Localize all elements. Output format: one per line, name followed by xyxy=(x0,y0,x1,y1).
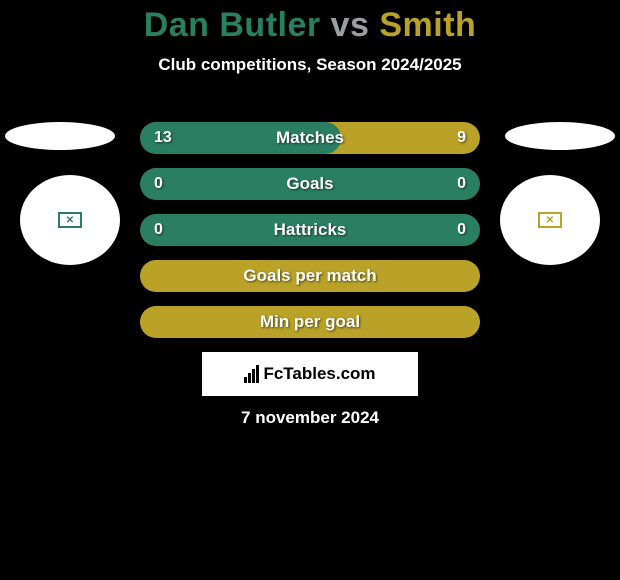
stat-label: Matches xyxy=(140,122,480,154)
snapshot-date: 7 november 2024 xyxy=(0,408,620,428)
avatar-player2: ✕ xyxy=(500,175,600,265)
placeholder-x-icon: ✕ xyxy=(546,215,554,226)
stat-value-left: 0 xyxy=(154,168,163,200)
stat-label: Goals per match xyxy=(140,260,480,292)
avatar-player1: ✕ xyxy=(20,175,120,265)
stat-value-right: 0 xyxy=(457,168,466,200)
subtitle: Club competitions, Season 2024/2025 xyxy=(0,55,620,75)
stat-label: Goals xyxy=(140,168,480,200)
title-vs: vs xyxy=(331,6,370,44)
branding-text: FcTables.com xyxy=(263,364,375,384)
stat-row: Hattricks0 0 xyxy=(140,214,480,246)
avatar-placeholder-icon: ✕ xyxy=(538,212,562,228)
stat-label: Hattricks xyxy=(140,214,480,246)
placeholder-x-icon: ✕ xyxy=(66,215,74,226)
branding-bars-icon xyxy=(244,365,259,383)
avatar-placeholder-icon: ✕ xyxy=(58,212,82,228)
title-player2: Smith xyxy=(379,6,476,44)
flag-player2 xyxy=(505,122,615,150)
stat-row: Goals per match xyxy=(140,260,480,292)
stat-value-left: 13 xyxy=(154,122,172,154)
stat-label: Min per goal xyxy=(140,306,480,338)
stat-value-left: 0 xyxy=(154,214,163,246)
stat-row: Matches13 9 xyxy=(140,122,480,154)
stat-value-right: 9 xyxy=(457,122,466,154)
flag-player1 xyxy=(5,122,115,150)
stat-row: Min per goal xyxy=(140,306,480,338)
comparison-title: Dan Butler vs Smith xyxy=(0,0,620,45)
stat-bars: Matches139Goals00Hattricks00Goals per ma… xyxy=(140,122,480,352)
branding-badge: FcTables.com xyxy=(202,352,418,396)
stat-row: Goals0 0 xyxy=(140,168,480,200)
title-player1: Dan Butler xyxy=(144,6,321,44)
stat-value-right: 0 xyxy=(457,214,466,246)
